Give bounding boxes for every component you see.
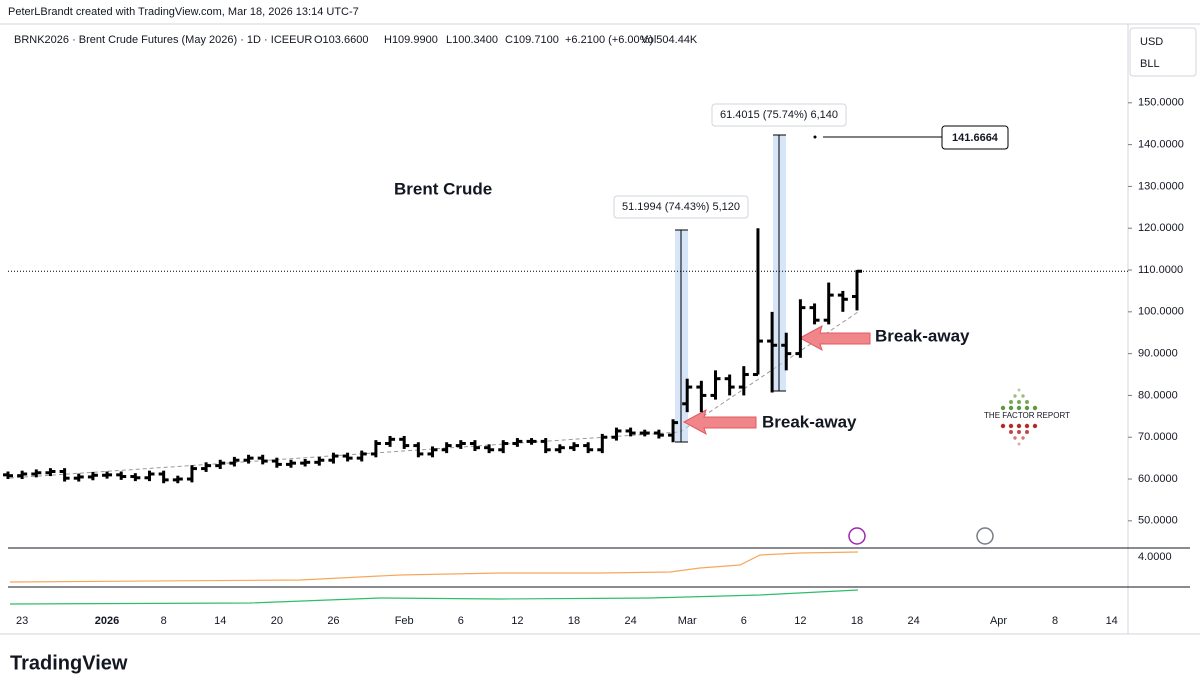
- y-tick-label: 100.0000: [1138, 306, 1184, 318]
- x-tick-label: Mar: [678, 615, 697, 627]
- credit: PeterLBrandt created with TradingView.co…: [8, 6, 359, 18]
- trend-line: [679, 311, 859, 433]
- watermark: THE FACTOR REPORT: [984, 411, 1070, 420]
- y-tick-label: 90.0000: [1138, 348, 1178, 360]
- change: +6.2100 (+6.00%): [565, 34, 653, 46]
- currency: USD: [1140, 36, 1163, 48]
- annotation: Break-away: [875, 326, 970, 345]
- x-tick-label: 26: [327, 615, 339, 627]
- currency-box: [1129, 27, 1197, 77]
- target-box: [941, 125, 1009, 150]
- arrow: [798, 324, 871, 352]
- y-tick-label: 150.0000: [1138, 97, 1184, 109]
- ohlc-close: C109.7100: [505, 34, 559, 46]
- ohlc-high: H109.9900: [384, 34, 438, 46]
- x-tick-label: 24: [624, 615, 636, 627]
- indicator-line: [9, 551, 859, 583]
- x-tick-label: 6: [741, 615, 747, 627]
- indicator-line: [9, 589, 859, 605]
- y-tick-label: 130.0000: [1138, 180, 1184, 192]
- x-tick-label: 18: [568, 615, 580, 627]
- measure-label: 51.1994 (74.43%) 5,120: [622, 201, 740, 213]
- x-tick-label: 6: [458, 615, 464, 627]
- arrow: [682, 408, 757, 436]
- measure-label: 61.4015 (75.74%) 6,140: [720, 109, 838, 121]
- measure-label-box: [613, 195, 749, 219]
- y-tick-label: 60.0000: [1138, 473, 1178, 485]
- x-tick-label: 14: [1106, 615, 1118, 627]
- event-icon: [976, 527, 994, 545]
- x-tick-label: 12: [794, 615, 806, 627]
- y-tick-label: 50.0000: [1138, 515, 1178, 527]
- unit: BLL: [1140, 58, 1160, 70]
- x-tick-label: 14: [214, 615, 226, 627]
- y-tick-label: 140.0000: [1138, 139, 1184, 151]
- logo: TradingView: [10, 652, 128, 674]
- x-tick-label: 2026: [95, 615, 119, 627]
- y-tick-label: 70.0000: [1138, 431, 1178, 443]
- annotation: Break-away: [762, 412, 857, 431]
- measure-label-box: [711, 103, 847, 127]
- ohlc-open: O103.6600: [314, 34, 368, 46]
- volume: Vol504.44K: [641, 34, 698, 46]
- ohlc-low: L100.3400: [446, 34, 498, 46]
- y-tick-label: 80.0000: [1138, 389, 1178, 401]
- x-tick-label: 12: [511, 615, 523, 627]
- y-tick-label: 120.0000: [1138, 222, 1184, 234]
- target-dot: [813, 135, 817, 139]
- event-icon: [848, 527, 866, 545]
- x-tick-label: 23: [16, 615, 28, 627]
- x-tick-label: Feb: [395, 615, 414, 627]
- x-tick-label: 8: [1052, 615, 1058, 627]
- x-tick-label: 8: [161, 615, 167, 627]
- target-label: 141.6664: [952, 132, 999, 144]
- x-tick-label: 20: [271, 615, 283, 627]
- x-tick-label: 18: [851, 615, 863, 627]
- x-tick-label: 24: [907, 615, 919, 627]
- x-tick-label: Apr: [990, 615, 1007, 627]
- indicator-tick-label: 4.0000: [1138, 551, 1172, 563]
- y-tick-label: 110.0000: [1138, 264, 1183, 276]
- chart-title: Brent Crude: [394, 179, 492, 198]
- symbol: BRNK2026 · Brent Crude Futures (May 2026…: [14, 34, 312, 46]
- watermark-logo: [1000, 388, 1038, 446]
